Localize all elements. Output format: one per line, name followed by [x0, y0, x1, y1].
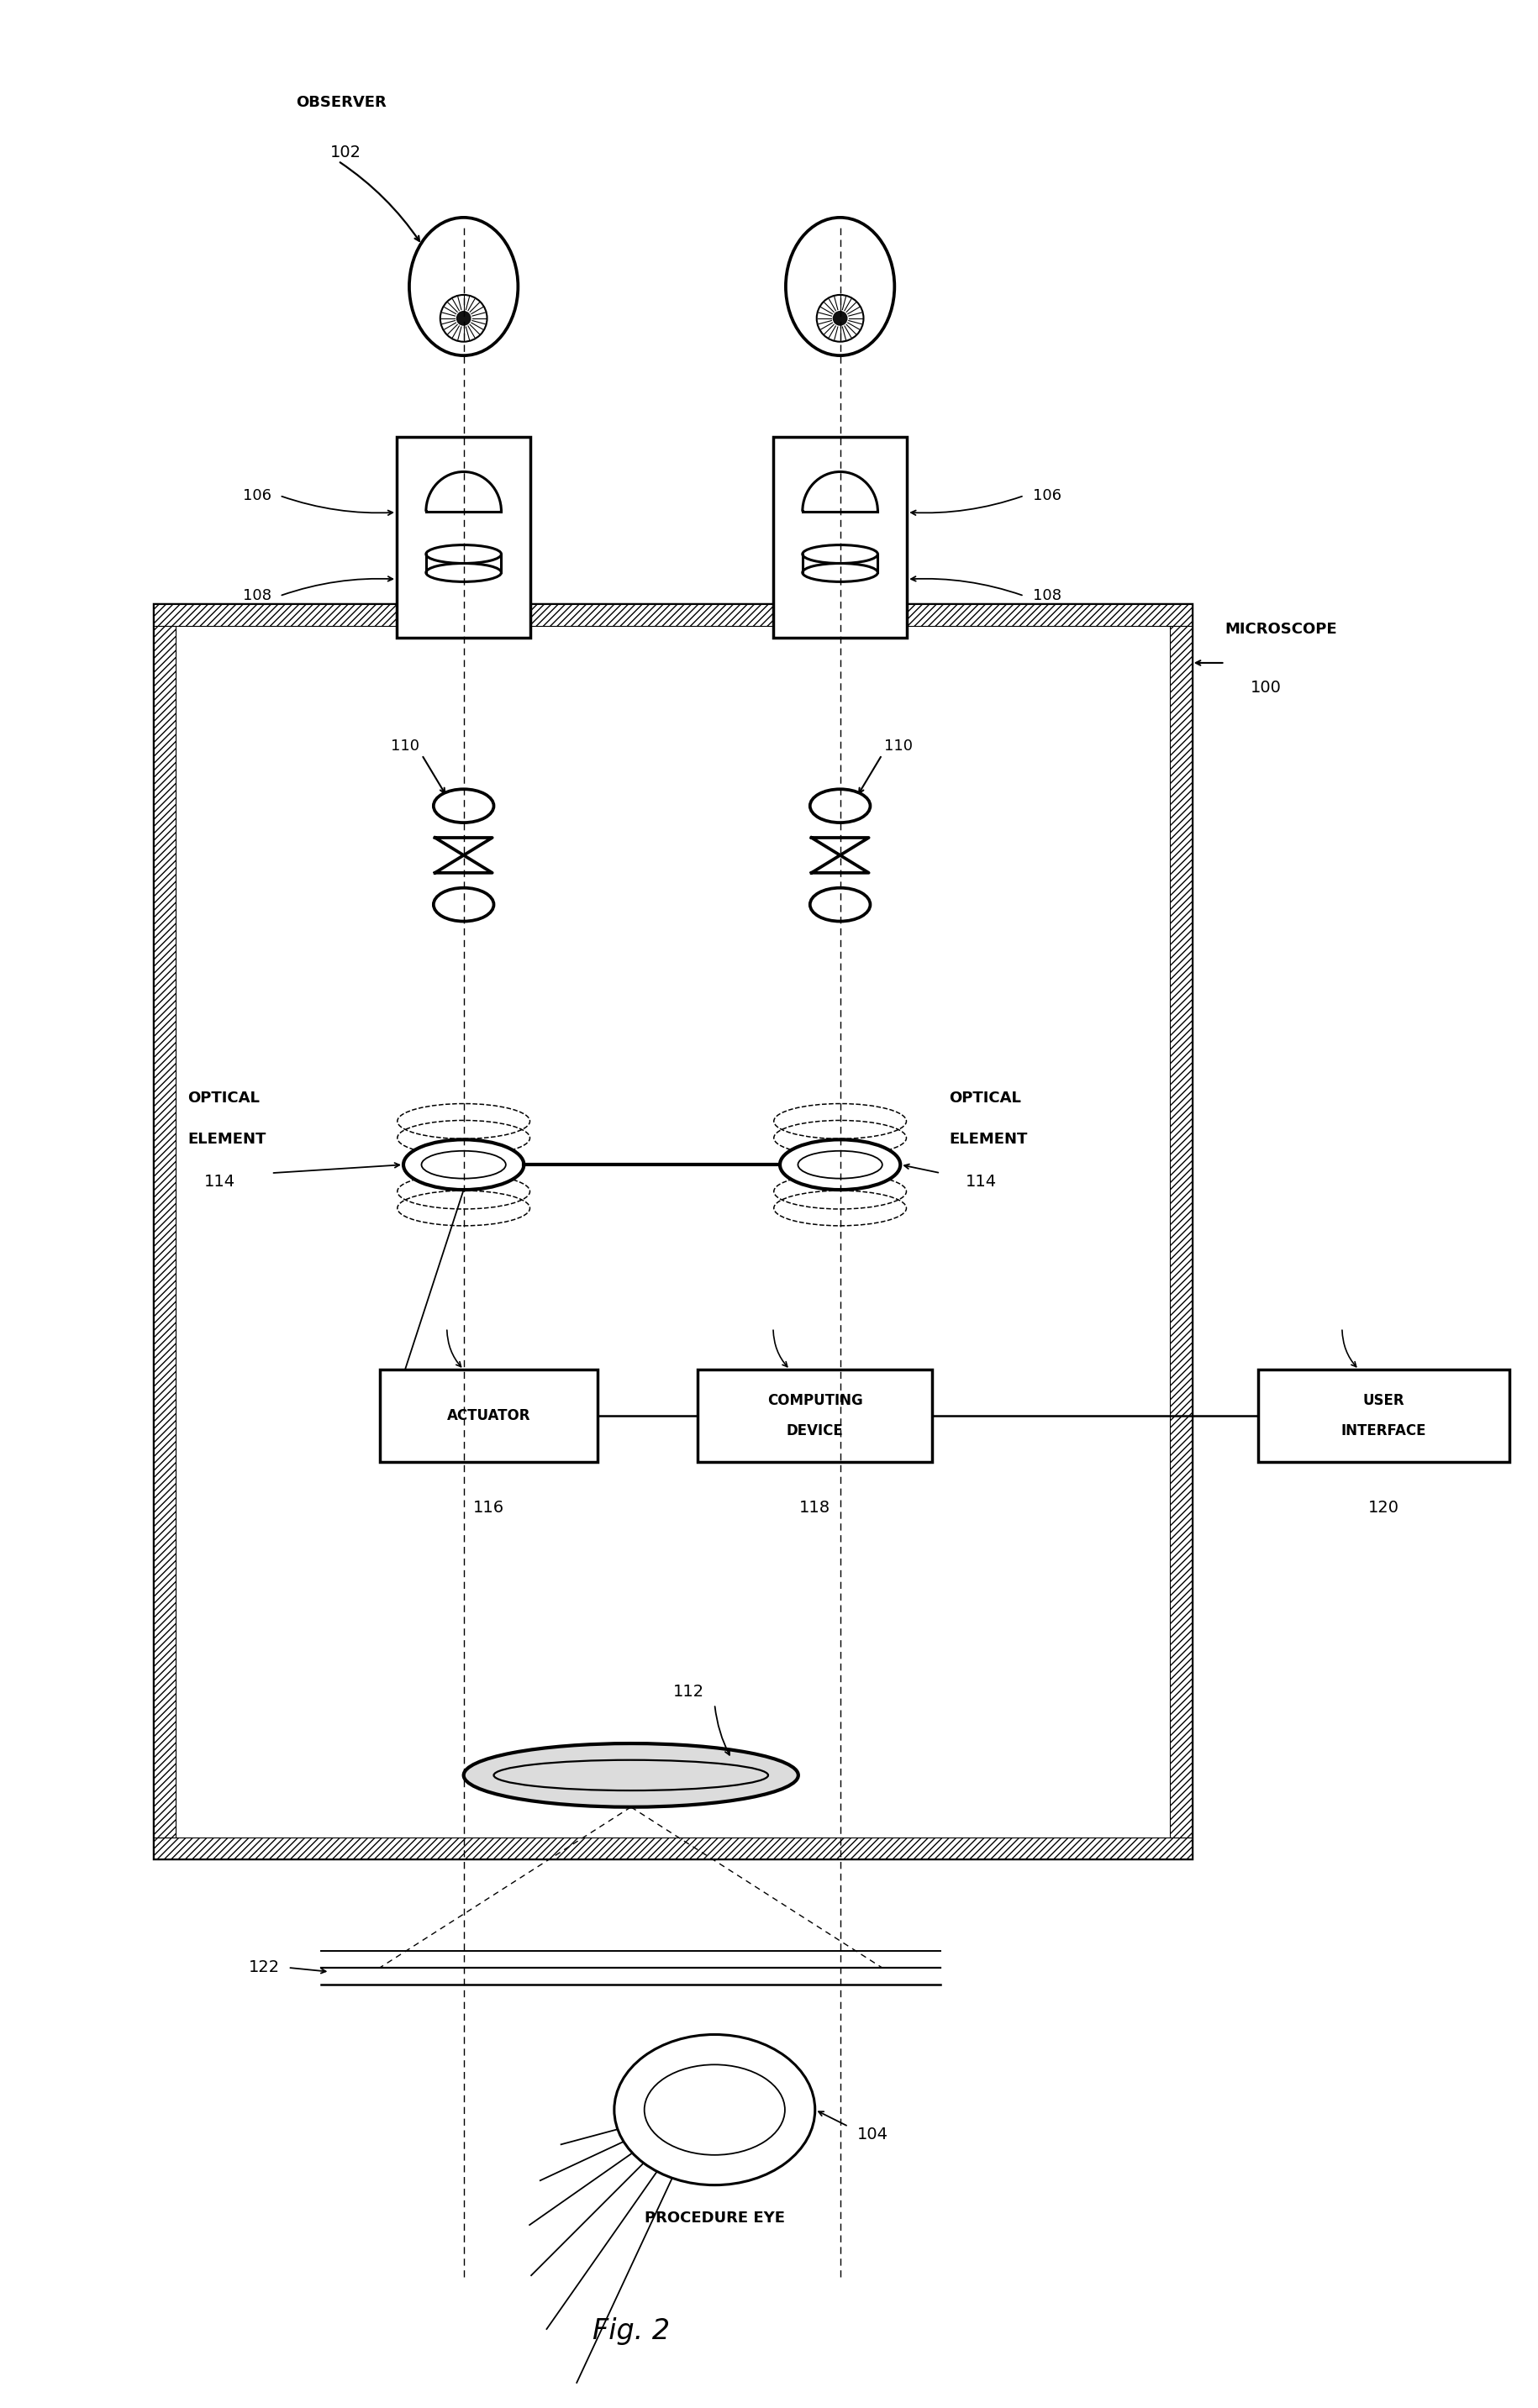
Text: 120: 120 [1367, 1500, 1398, 1515]
Text: OPTICAL: OPTICAL [188, 1091, 260, 1105]
Text: ELEMENT: ELEMENT [188, 1132, 266, 1146]
Circle shape [817, 294, 863, 342]
Text: 114: 114 [964, 1173, 997, 1190]
Bar [154, 626, 175, 1837]
Bar [154, 604, 1190, 626]
Ellipse shape [780, 1139, 900, 1190]
Text: 102: 102 [329, 144, 361, 161]
Text: 110: 110 [884, 739, 912, 754]
Text: OBSERVER: OBSERVER [297, 94, 386, 111]
Text: DEVICE: DEVICE [786, 1423, 843, 1438]
Bar [1169, 626, 1190, 1837]
Circle shape [440, 294, 488, 342]
Ellipse shape [801, 563, 877, 583]
Text: MICROSCOPE: MICROSCOPE [1224, 621, 1337, 638]
Ellipse shape [434, 790, 494, 824]
Bar [772, 436, 906, 638]
Text: Fig. 2: Fig. 2 [592, 2316, 669, 2345]
Text: USER: USER [1363, 1392, 1404, 1409]
Text: 118: 118 [798, 1500, 831, 1515]
Text: ELEMENT: ELEMENT [949, 1132, 1027, 1146]
Text: 106: 106 [243, 489, 271, 503]
Ellipse shape [463, 1743, 798, 1806]
Ellipse shape [434, 889, 494, 922]
Ellipse shape [809, 790, 871, 824]
Text: PROCEDURE EYE: PROCEDURE EYE [644, 2211, 784, 2225]
Bar [698, 1370, 932, 1462]
Bar [154, 1837, 1190, 1859]
Ellipse shape [426, 544, 501, 563]
Text: 112: 112 [672, 1683, 703, 1700]
Text: 108: 108 [243, 588, 271, 604]
Bar [380, 1370, 597, 1462]
Text: 122: 122 [248, 1960, 280, 1975]
Text: 114: 114 [205, 1173, 235, 1190]
Circle shape [455, 311, 471, 325]
Bar [154, 604, 1190, 1859]
Ellipse shape [809, 889, 871, 922]
Circle shape [832, 311, 847, 325]
Bar [397, 436, 531, 638]
Bar [1258, 1370, 1509, 1462]
Text: 116: 116 [472, 1500, 504, 1515]
Text: 108: 108 [1032, 588, 1061, 604]
Text: 110: 110 [391, 739, 420, 754]
Ellipse shape [426, 563, 501, 583]
Text: 106: 106 [1032, 489, 1061, 503]
Text: ACTUATOR: ACTUATOR [446, 1409, 531, 1423]
Text: OPTICAL: OPTICAL [949, 1091, 1021, 1105]
Text: 100: 100 [1249, 679, 1280, 696]
Text: INTERFACE: INTERFACE [1341, 1423, 1426, 1438]
Bar [175, 626, 1169, 1837]
Ellipse shape [801, 544, 877, 563]
Ellipse shape [403, 1139, 523, 1190]
Text: COMPUTING: COMPUTING [767, 1392, 863, 1409]
Text: 104: 104 [857, 2126, 887, 2143]
